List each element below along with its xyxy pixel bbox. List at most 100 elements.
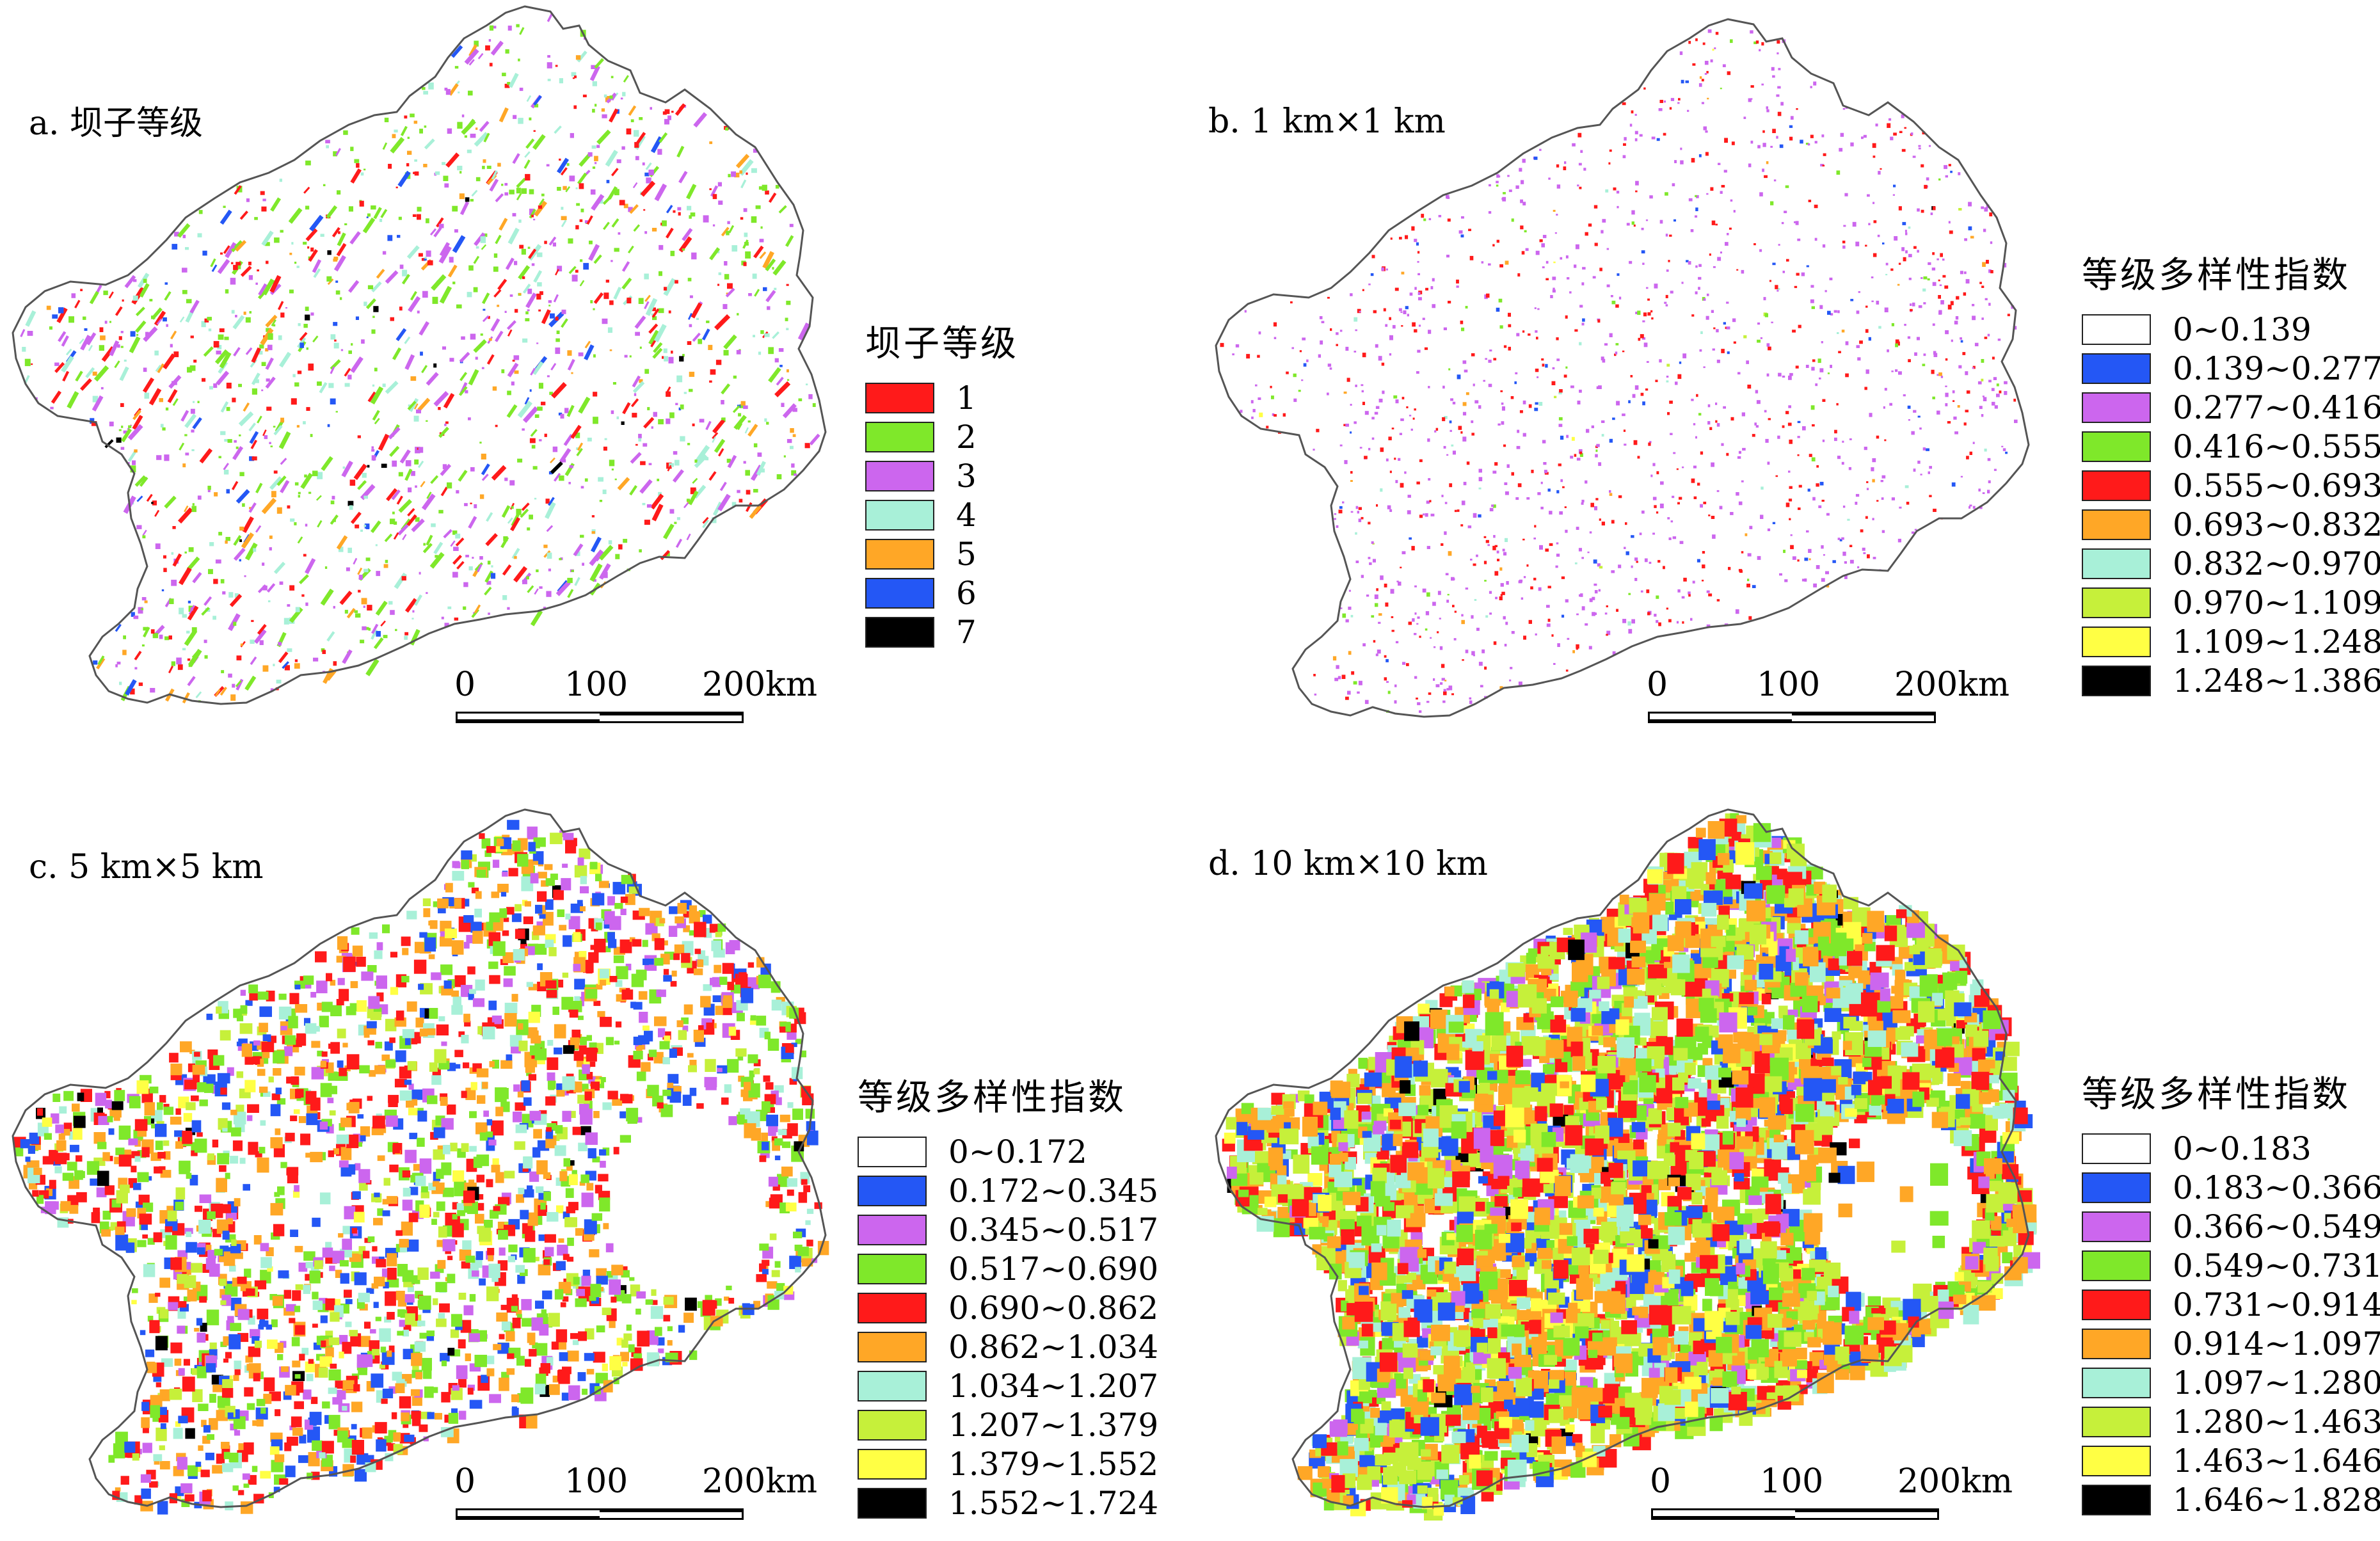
map-patch: [1457, 374, 1461, 379]
map-patch: [319, 382, 328, 394]
map-patch: [1476, 554, 1478, 557]
map-patch: [561, 318, 568, 328]
map-patch: [213, 340, 220, 348]
map-patch: [116, 661, 121, 665]
map-patch: [97, 655, 105, 666]
map-patch: [1391, 630, 1394, 632]
map-patch: [132, 295, 138, 301]
map-patch: [52, 314, 58, 319]
map-patch: [607, 896, 615, 906]
map-patch: [192, 503, 195, 506]
map-patch: [257, 1157, 269, 1173]
map-patch: [588, 1076, 596, 1084]
map-patch: [1428, 692, 1432, 695]
map-patch: [1794, 221, 1797, 223]
map-patch: [1880, 168, 1882, 170]
map-patch: [520, 937, 527, 945]
map-patch: [561, 207, 564, 210]
map-patch: [1469, 255, 1474, 260]
map-patch: [252, 1465, 258, 1473]
map-patch: [245, 317, 251, 323]
map-patch: [1351, 671, 1355, 675]
map-patch: [433, 1211, 440, 1218]
map-patch: [468, 417, 471, 420]
map-patch: [1552, 276, 1556, 280]
map-patch: [1539, 545, 1543, 550]
map-patch: [671, 350, 673, 354]
map-patch: [85, 367, 95, 378]
map-patch: [1390, 589, 1394, 594]
map-patch: [689, 324, 692, 328]
map-patch: [313, 1342, 322, 1350]
map-patch: [527, 289, 532, 294]
map-patch: [1759, 49, 1761, 52]
map-patch: [1812, 497, 1816, 501]
map-patch: [417, 310, 420, 314]
map-patch: [452, 1202, 458, 1210]
map-patch: [1709, 253, 1711, 256]
map-patch: [1696, 195, 1699, 198]
map-patch: [1747, 579, 1750, 582]
map-patch: [86, 1161, 100, 1175]
map-patch: [1375, 406, 1380, 409]
map-patch: [208, 328, 212, 331]
map-patch: [1776, 94, 1780, 97]
map-patch: [353, 463, 367, 481]
map-patch: [404, 1149, 417, 1163]
map-patch: [528, 248, 537, 259]
map-patch: [644, 294, 651, 302]
map-patch: [1792, 330, 1796, 333]
map-patch: [1412, 618, 1415, 622]
map-patch: [344, 383, 350, 387]
map-patch: [1400, 483, 1404, 488]
map-patch: [1425, 513, 1428, 517]
map-patch: [209, 1263, 220, 1277]
map-patch: [369, 932, 378, 939]
map-patch: [269, 535, 273, 539]
map-patch: [753, 148, 758, 153]
map-patch: [1643, 312, 1647, 317]
map-patch: [84, 328, 88, 331]
map-patch: [666, 391, 671, 397]
map-patch: [1502, 196, 1506, 202]
map-patch: [1601, 434, 1604, 437]
map-patch: [1346, 378, 1350, 382]
map-patch: [423, 1369, 432, 1379]
map-patch: [1938, 372, 1942, 376]
map-patch: [330, 515, 339, 525]
map-patch: [86, 332, 97, 346]
map-patch: [650, 1306, 664, 1319]
map-patch: [427, 260, 433, 266]
map-patch: [518, 220, 522, 223]
map-patch: [797, 322, 810, 340]
map-patch: [419, 129, 423, 134]
map-patch: [1606, 630, 1611, 635]
map-patch: [754, 289, 760, 297]
map-patch: [547, 1040, 554, 1046]
map-patch: [222, 1379, 234, 1389]
map-patch: [1299, 350, 1302, 353]
map-patch: [264, 1377, 275, 1391]
map-patch: [1419, 710, 1422, 713]
map-patch: [245, 347, 253, 355]
map-patch: [538, 1264, 551, 1275]
map-patch: [1591, 425, 1594, 429]
map-patch: [1819, 481, 1824, 486]
map-patch: [516, 509, 522, 515]
map-patch: [1375, 603, 1378, 607]
map-patch: [415, 1291, 423, 1298]
map-patch: [1386, 458, 1389, 461]
map-patch: [1628, 593, 1631, 595]
map-patch: [175, 1108, 181, 1115]
map-patch: [1441, 495, 1444, 497]
map-patch: [337, 978, 345, 986]
map-patch: [645, 298, 658, 316]
map-patch: [712, 995, 722, 1002]
map-patch: [1654, 614, 1657, 617]
map-patch: [1615, 304, 1619, 308]
map-patch: [463, 941, 470, 949]
map-patch: [443, 529, 452, 539]
map-patch: [488, 315, 490, 319]
map-patch: [812, 403, 816, 407]
map-patch: [150, 629, 155, 634]
